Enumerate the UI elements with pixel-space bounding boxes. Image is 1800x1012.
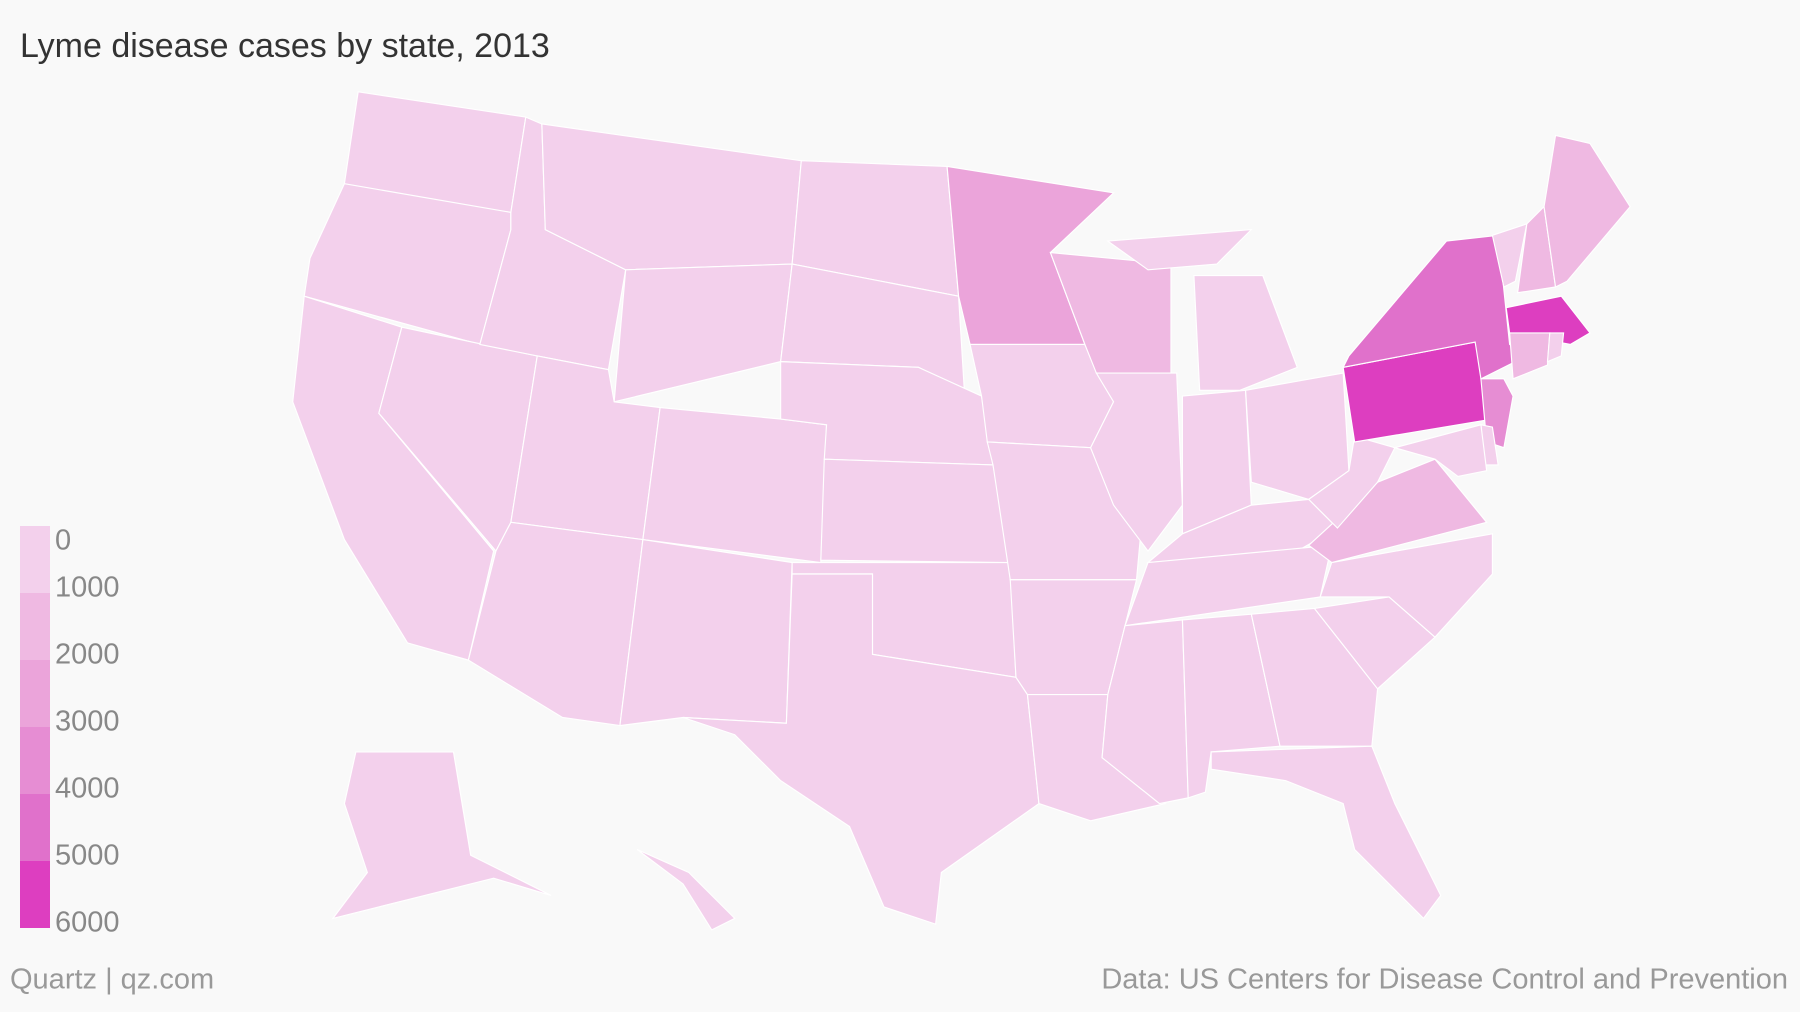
state <box>642 406 828 564</box>
legend-label: 5000 <box>55 840 120 872</box>
legend-label: 4000 <box>55 773 120 805</box>
legend-swatch <box>20 794 50 861</box>
state <box>1106 228 1298 391</box>
legend-swatch <box>20 861 50 928</box>
source-right: Data: US Centers for Disease Control and… <box>1101 964 1788 996</box>
state <box>613 263 793 403</box>
state <box>1250 607 1379 747</box>
legend-label: 2000 <box>55 639 120 671</box>
map <box>292 91 1631 931</box>
state <box>636 848 736 931</box>
state <box>1089 372 1184 552</box>
state <box>1392 424 1488 478</box>
source-left: Quartz | qz.com <box>10 964 214 996</box>
legend-swatch <box>20 593 50 660</box>
legend: 0 1000 2000 3000 4000 5000 6000 <box>20 525 120 939</box>
legend-label: 6000 <box>55 907 120 939</box>
legend-label: 1000 <box>55 572 120 604</box>
state <box>1491 223 1528 288</box>
state <box>1543 134 1631 288</box>
state <box>541 123 802 271</box>
state <box>1244 372 1350 501</box>
legend-swatch <box>20 727 50 794</box>
chart-title: Lyme disease cases by state, 2013 <box>20 27 550 65</box>
legend-swatch <box>20 526 50 593</box>
state <box>619 538 793 727</box>
legend-label: 3000 <box>55 706 120 738</box>
state <box>820 458 1011 564</box>
legend-label: 0 <box>55 525 71 557</box>
state <box>1210 745 1442 920</box>
state <box>1546 332 1565 363</box>
state <box>682 573 1040 925</box>
state <box>1509 332 1551 380</box>
legend-swatch <box>20 660 50 727</box>
state <box>467 521 644 727</box>
state <box>331 751 552 920</box>
